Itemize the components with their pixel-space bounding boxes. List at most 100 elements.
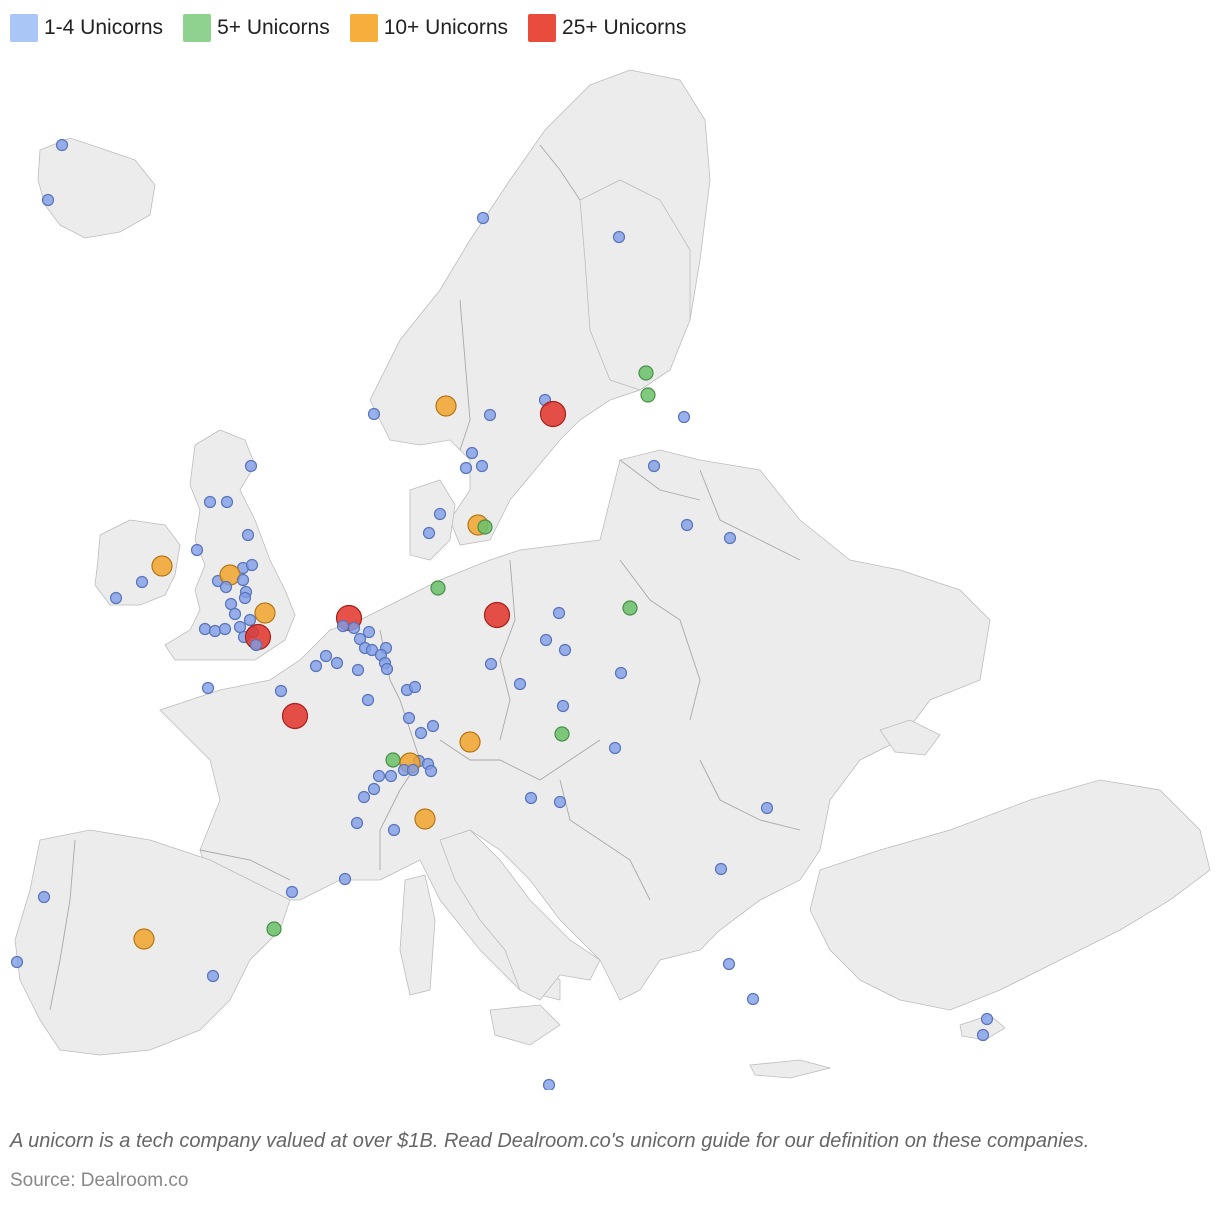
unicorn-marker-large-40[interactable] (254, 602, 276, 624)
unicorn-marker-small-1[interactable] (41, 193, 55, 207)
unicorn-marker-small-91[interactable] (406, 763, 420, 777)
unicorn-marker-small-8[interactable] (367, 407, 381, 421)
unicorn-marker-small-114[interactable] (980, 1012, 994, 1026)
unicorn-marker-large-109[interactable] (133, 928, 155, 950)
unicorn-marker-medium-5[interactable] (640, 387, 656, 403)
unicorn-marker-small-52[interactable] (552, 606, 566, 620)
unicorn-marker-xlarge-51[interactable] (483, 601, 511, 629)
unicorn-marker-small-100[interactable] (760, 801, 774, 815)
unicorn-marker-small-9[interactable] (483, 408, 497, 422)
unicorn-marker-small-38[interactable] (224, 597, 238, 611)
unicorn-marker-small-12[interactable] (465, 446, 479, 460)
unicorn-marker-small-58[interactable] (347, 621, 361, 635)
unicorn-marker-small-42[interactable] (208, 624, 222, 638)
legend-item-25plus[interactable]: 25+ Unicorns (528, 14, 686, 42)
unicorn-marker-small-98[interactable] (524, 791, 538, 805)
unicorn-marker-small-94[interactable] (372, 769, 386, 783)
unicorn-marker-small-67[interactable] (319, 649, 333, 663)
unicorn-marker-small-82[interactable] (426, 719, 440, 733)
unicorn-marker-small-2[interactable] (476, 211, 490, 225)
unicorn-marker-small-29[interactable] (109, 591, 123, 605)
unicorn-marker-small-45[interactable] (243, 613, 257, 627)
unicorn-marker-small-115[interactable] (976, 1028, 990, 1042)
unicorn-marker-small-6[interactable] (677, 410, 691, 424)
legend-item-5plus[interactable]: 5+ Unicorns (183, 14, 330, 42)
unicorn-marker-small-23[interactable] (680, 518, 694, 532)
unicorn-marker-small-99[interactable] (553, 795, 567, 809)
unicorn-marker-small-39[interactable] (228, 607, 242, 621)
unicorn-marker-small-74[interactable] (201, 681, 215, 695)
unicorn-marker-medium-4[interactable] (638, 365, 654, 381)
unicorn-marker-small-22[interactable] (422, 526, 436, 540)
unicorn-marker-small-28[interactable] (135, 575, 149, 589)
unicorn-marker-small-62[interactable] (365, 643, 379, 657)
unicorn-marker-xlarge-11[interactable] (539, 400, 567, 428)
unicorn-marker-small-35[interactable] (236, 573, 250, 587)
unicorn-marker-small-3[interactable] (612, 230, 626, 244)
legend-item-10plus[interactable]: 10+ Unicorns (349, 14, 508, 42)
unicorn-marker-small-60[interactable] (353, 632, 367, 646)
unicorn-marker-small-103[interactable] (387, 823, 401, 837)
legend-item-1-4[interactable]: 1-4 Unicorns (10, 14, 163, 42)
unicorn-marker-small-68[interactable] (309, 659, 323, 673)
unicorn-marker-small-86[interactable] (608, 741, 622, 755)
unicorn-marker-large-101[interactable] (414, 808, 436, 830)
unicorn-marker-small-69[interactable] (330, 656, 344, 670)
unicorn-marker-small-78[interactable] (361, 693, 375, 707)
unicorn-marker-small-102[interactable] (350, 816, 364, 830)
unicorn-marker-small-34[interactable] (219, 580, 233, 594)
unicorn-marker-large-27[interactable] (151, 555, 173, 577)
unicorn-marker-small-37[interactable] (238, 591, 252, 605)
unicorn-marker-small-72[interactable] (614, 666, 628, 680)
unicorn-marker-small-113[interactable] (746, 992, 760, 1006)
unicorn-marker-small-25[interactable] (241, 528, 255, 542)
unicorn-marker-small-26[interactable] (190, 543, 204, 557)
unicorn-marker-large-85[interactable] (459, 731, 481, 753)
unicorn-marker-small-0[interactable] (55, 138, 69, 152)
unicorn-marker-small-105[interactable] (338, 872, 352, 886)
unicorn-marker-small-15[interactable] (647, 459, 661, 473)
unicorn-marker-small-80[interactable] (556, 699, 570, 713)
unicorn-marker-small-66[interactable] (380, 662, 394, 676)
unicorn-marker-small-24[interactable] (723, 531, 737, 545)
unicorn-marker-small-111[interactable] (722, 957, 736, 971)
unicorn-marker-medium-50[interactable] (430, 580, 446, 596)
unicorn-marker-small-95[interactable] (384, 769, 398, 783)
unicorn-marker-small-110[interactable] (10, 955, 24, 969)
unicorn-marker-small-17[interactable] (203, 495, 217, 509)
unicorn-marker-small-107[interactable] (37, 890, 51, 904)
unicorn-marker-small-32[interactable] (245, 558, 259, 572)
unicorn-marker-medium-108[interactable] (266, 921, 282, 937)
unicorn-marker-small-43[interactable] (218, 622, 232, 636)
unicorn-marker-medium-87[interactable] (385, 752, 401, 768)
unicorn-marker-medium-53[interactable] (622, 600, 638, 616)
unicorn-marker-small-41[interactable] (198, 622, 212, 636)
unicorn-marker-small-77[interactable] (408, 680, 422, 694)
unicorn-marker-small-106[interactable] (285, 885, 299, 899)
unicorn-marker-xlarge-79[interactable] (281, 702, 309, 730)
unicorn-marker-large-7[interactable] (435, 395, 457, 417)
unicorn-marker-small-16[interactable] (244, 459, 258, 473)
unicorn-marker-small-44[interactable] (233, 620, 247, 634)
unicorn-marker-medium-84[interactable] (554, 726, 570, 742)
unicorn-marker-small-19[interactable] (433, 507, 447, 521)
unicorn-marker-small-49[interactable] (249, 638, 263, 652)
unicorn-marker-small-73[interactable] (513, 677, 527, 691)
unicorn-marker-medium-21[interactable] (477, 519, 493, 535)
unicorn-marker-small-75[interactable] (274, 684, 288, 698)
unicorn-marker-small-93[interactable] (424, 764, 438, 778)
unicorn-marker-small-57[interactable] (336, 619, 350, 633)
unicorn-marker-small-55[interactable] (558, 643, 572, 657)
unicorn-marker-small-97[interactable] (357, 790, 371, 804)
unicorn-marker-small-104[interactable] (714, 862, 728, 876)
unicorn-marker-small-112[interactable] (206, 969, 220, 983)
unicorn-marker-small-70[interactable] (351, 663, 365, 677)
unicorn-marker-small-59[interactable] (362, 625, 376, 639)
unicorn-marker-small-14[interactable] (475, 459, 489, 473)
unicorn-marker-small-54[interactable] (539, 633, 553, 647)
unicorn-marker-small-18[interactable] (220, 495, 234, 509)
unicorn-marker-small-116[interactable] (542, 1078, 556, 1091)
unicorn-marker-small-96[interactable] (367, 782, 381, 796)
unicorn-marker-small-83[interactable] (414, 726, 428, 740)
unicorn-marker-small-71[interactable] (484, 657, 498, 671)
